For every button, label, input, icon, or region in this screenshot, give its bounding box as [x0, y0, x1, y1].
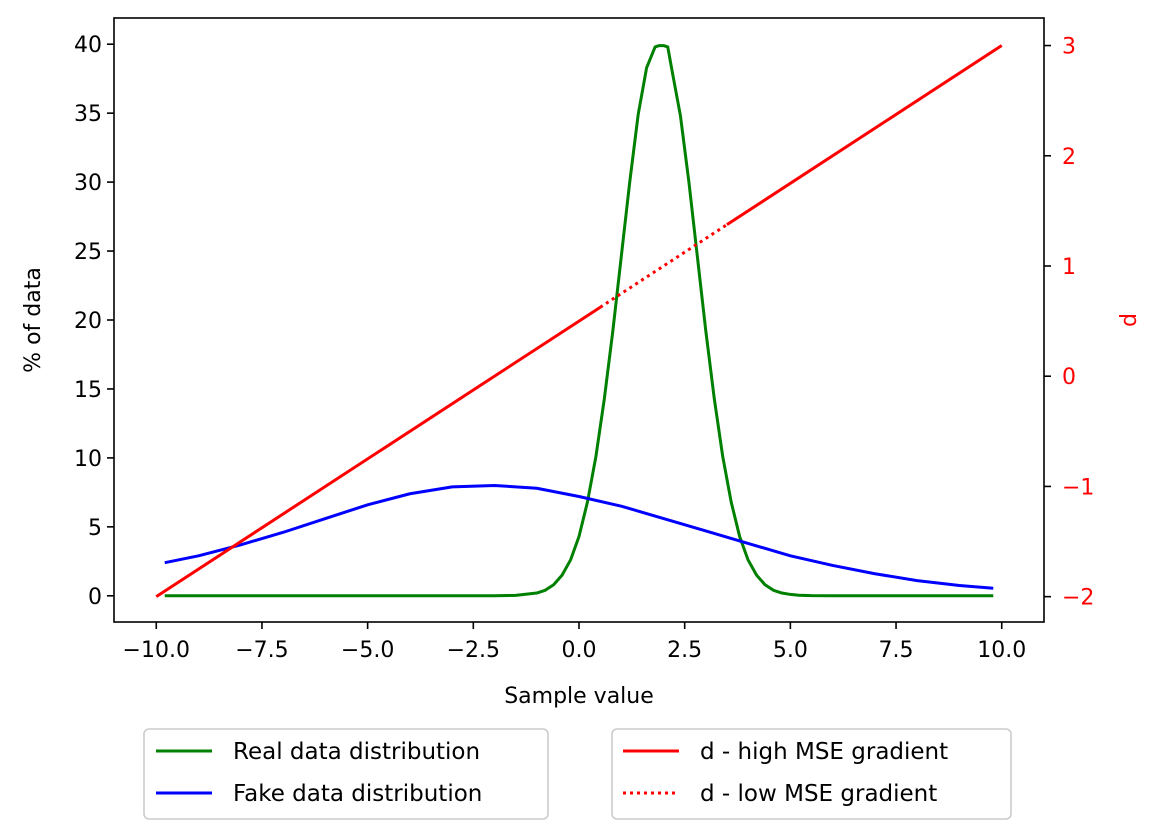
legend-right: d - high MSE gradient d - low MSE gradie… — [611, 728, 1012, 820]
y-right-tick-label: −2 — [1062, 586, 1094, 611]
y-axis-left-label: % of data — [21, 267, 46, 373]
series-line-fake-data-distribution — [164, 483, 994, 590]
y-left-tick-label: 15 — [74, 378, 102, 403]
y-right-tick-label: 3 — [1062, 35, 1076, 60]
y-right-tick-label: 0 — [1062, 365, 1076, 390]
series-layer — [155, 44, 1003, 598]
y-left-tick-label: 0 — [88, 585, 102, 610]
y-left-tick-label: 40 — [74, 33, 102, 58]
y-left-tick-label: 5 — [88, 516, 102, 541]
y-left-tick-label: 20 — [74, 309, 102, 334]
y-axis-right-label: d — [1117, 313, 1142, 327]
x-tick-label: −5.0 — [341, 638, 394, 663]
legend-left-box — [143, 728, 549, 820]
y-right-tick-label: −1 — [1062, 475, 1094, 500]
legend-label-fake: Fake data distribution — [233, 781, 482, 807]
x-tick-label: 5.0 — [773, 638, 808, 663]
y-left-tick-label: 10 — [74, 447, 102, 472]
y-right-tick-label: 2 — [1062, 145, 1076, 170]
series-line-d-high-mse-gradient — [155, 306, 601, 598]
legend-label-real: Real data distribution — [233, 739, 480, 765]
ticks-layer: −10.0 −7.5 −5.0 −2.5 0.0 2.5 5.0 7.5 10.00510152… — [74, 33, 1094, 663]
y-left-tick-label: 35 — [74, 102, 102, 127]
x-tick-label: 10.0 — [977, 638, 1026, 663]
x-axis-label: Sample value — [504, 684, 654, 709]
series-line-d-low-mse-gradient — [599, 223, 728, 309]
x-tick-label: −10.0 — [123, 638, 190, 663]
plot-area — [155, 44, 1003, 598]
y-left-tick-label: 30 — [74, 171, 102, 196]
legend-left: Real data distribution Fake data distrib… — [143, 728, 549, 820]
legend-label-low-mse: d - low MSE gradient — [700, 781, 937, 807]
x-tick-label: 7.5 — [879, 638, 914, 663]
legend-right-box — [611, 728, 1012, 820]
series-line-d-high-mse-gradient — [726, 44, 1003, 226]
legend-label-high-mse: d - high MSE gradient — [700, 739, 948, 765]
series-line-real-data-distribution — [164, 44, 994, 598]
y-left-tick-label: 25 — [74, 240, 102, 265]
x-tick-label: −2.5 — [447, 638, 500, 663]
x-tick-label: 0.0 — [562, 638, 597, 663]
x-tick-label: −7.5 — [235, 638, 288, 663]
x-tick-label: 2.5 — [667, 638, 702, 663]
y-right-tick-label: 1 — [1062, 255, 1076, 280]
